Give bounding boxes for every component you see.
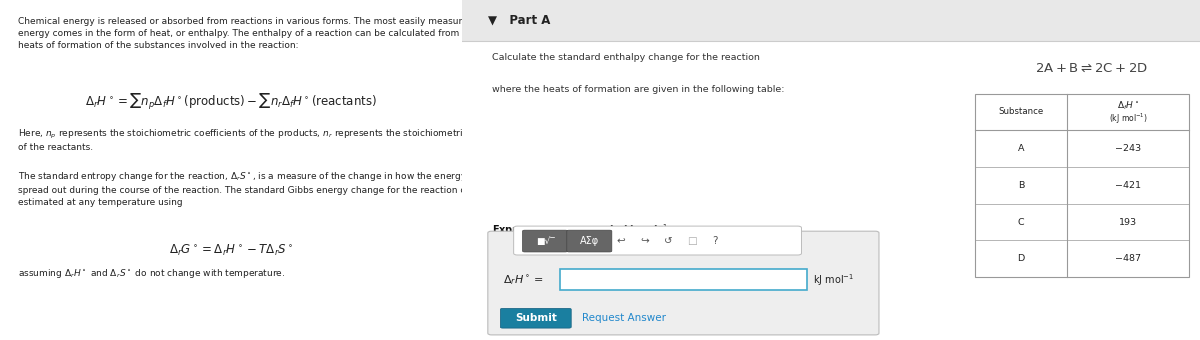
- FancyBboxPatch shape: [974, 94, 1189, 277]
- Text: Chemical energy is released or absorbed from reactions in various forms. The mos: Chemical energy is released or absorbed …: [18, 17, 521, 50]
- Text: −487: −487: [1115, 254, 1141, 263]
- Text: Substance: Substance: [998, 107, 1044, 116]
- Text: ↺: ↺: [664, 236, 672, 246]
- Text: −421: −421: [1115, 181, 1141, 190]
- Text: Calculate the standard enthalpy change for the reaction: Calculate the standard enthalpy change f…: [492, 53, 760, 62]
- FancyBboxPatch shape: [462, 41, 1200, 340]
- Text: Request Answer: Request Answer: [582, 313, 666, 323]
- Text: Here, $n_p$ represents the stoichiometric coefficients of the products, $n_r$ re: Here, $n_p$ represents the stoichiometri…: [18, 128, 527, 152]
- Text: 193: 193: [1118, 218, 1138, 226]
- Text: B: B: [1018, 181, 1025, 190]
- Text: ↪: ↪: [640, 236, 649, 246]
- Text: Submit: Submit: [515, 313, 557, 323]
- FancyBboxPatch shape: [488, 231, 878, 335]
- Text: AΣφ: AΣφ: [580, 236, 599, 246]
- FancyBboxPatch shape: [560, 269, 806, 290]
- Text: A: A: [1018, 144, 1025, 153]
- Text: $\Delta_r H^\circ =$: $\Delta_r H^\circ =$: [503, 273, 544, 287]
- Text: (kJ mol$^{-1}$): (kJ mol$^{-1}$): [1109, 112, 1147, 126]
- Text: where the heats of formation are given in the following table:: where the heats of formation are given i…: [492, 85, 784, 94]
- FancyBboxPatch shape: [514, 226, 802, 255]
- Text: kJ mol$^{-1}$: kJ mol$^{-1}$: [812, 272, 853, 288]
- Text: ■√‾: ■√‾: [535, 237, 554, 245]
- Text: ↩: ↩: [617, 236, 625, 246]
- FancyBboxPatch shape: [462, 0, 1200, 41]
- FancyBboxPatch shape: [522, 230, 568, 252]
- Text: C: C: [1018, 218, 1025, 226]
- Text: ▼   Part A: ▼ Part A: [488, 13, 551, 26]
- Text: Express your answer in kJ mol$^{-1}$.: Express your answer in kJ mol$^{-1}$.: [492, 223, 672, 238]
- FancyBboxPatch shape: [566, 230, 612, 252]
- Text: assuming $\Delta_r H^\circ$ and $\Delta_r S^\circ$ do not change with temperatur: assuming $\Delta_r H^\circ$ and $\Delta_…: [18, 267, 286, 280]
- Text: $\Delta_r H^\circ = \sum n_p \Delta_f H^\circ(\mathrm{products}) - \sum n_r \Del: $\Delta_r H^\circ = \sum n_p \Delta_f H^…: [85, 92, 377, 112]
- Text: $2\mathrm{A} + \mathrm{B} \rightleftharpoons 2\mathrm{C} + 2\mathrm{D}$: $2\mathrm{A} + \mathrm{B} \rightleftharp…: [1036, 62, 1148, 74]
- Text: D: D: [1018, 254, 1025, 263]
- Text: $\Delta_f H^\circ$: $\Delta_f H^\circ$: [1117, 99, 1139, 112]
- FancyBboxPatch shape: [500, 308, 571, 328]
- Text: −243: −243: [1115, 144, 1141, 153]
- Text: The standard entropy change for the reaction, $\Delta_r S^\circ$, is a measure o: The standard entropy change for the reac…: [18, 170, 500, 207]
- Text: $\Delta_r G^\circ = \Delta_r H^\circ - T\Delta_r S^\circ$: $\Delta_r G^\circ = \Delta_r H^\circ - T…: [169, 243, 293, 258]
- Text: □: □: [686, 236, 696, 246]
- Text: ?: ?: [713, 236, 718, 246]
